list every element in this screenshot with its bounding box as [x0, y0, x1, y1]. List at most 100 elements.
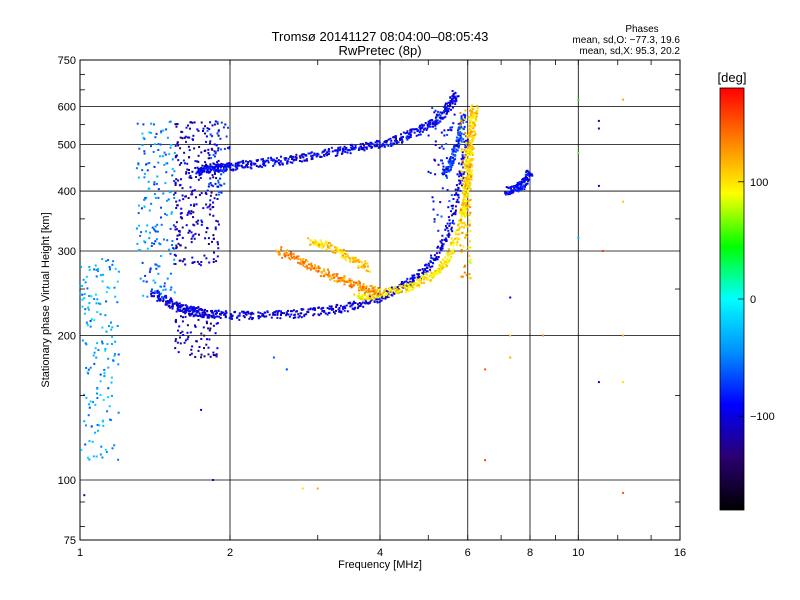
- echo-point: [203, 334, 206, 337]
- echo-point: [303, 159, 306, 162]
- echo-point: [358, 148, 361, 151]
- echo-point: [461, 154, 464, 157]
- echo-point: [276, 313, 279, 316]
- echo-point: [399, 137, 402, 140]
- echo-point: [386, 292, 389, 295]
- echo-point: [187, 145, 190, 148]
- echo-point: [364, 297, 367, 300]
- echo-point: [174, 347, 177, 350]
- echo-point: [193, 307, 196, 310]
- echo-point: [92, 401, 94, 404]
- echo-point: [317, 153, 320, 156]
- echo-point: [398, 284, 401, 287]
- echo-point: [469, 182, 472, 185]
- echo-point: [272, 356, 275, 359]
- echo-point: [195, 340, 198, 343]
- echo-point: [467, 177, 470, 180]
- echo-point: [462, 113, 465, 116]
- echo-point: [202, 130, 204, 132]
- echo-point: [206, 206, 209, 209]
- echo-point: [464, 143, 467, 146]
- echo-point: [460, 178, 463, 181]
- echo-point: [96, 424, 99, 426]
- echo-point: [460, 175, 463, 177]
- echo-point: [350, 146, 353, 149]
- echo-point: [452, 92, 455, 95]
- echo-point: [409, 285, 412, 288]
- echo-point: [163, 285, 166, 288]
- echo-point: [453, 222, 456, 225]
- echo-point: [463, 140, 466, 143]
- echo-point: [268, 313, 271, 316]
- echo-point: [452, 148, 455, 151]
- echo-point: [285, 313, 288, 315]
- echo-point: [211, 240, 213, 243]
- echo-point: [447, 232, 450, 235]
- echo-point: [465, 177, 467, 180]
- echo-point: [304, 265, 307, 268]
- echo-point: [99, 380, 102, 383]
- echo-point: [423, 128, 425, 131]
- echo-point: [422, 270, 425, 272]
- echo-point: [335, 309, 337, 312]
- echo-point: [143, 152, 146, 155]
- echo-point: [319, 155, 322, 158]
- echo-point: [186, 331, 189, 334]
- echo-point: [85, 366, 88, 369]
- echo-point: [298, 155, 301, 158]
- echo-point: [460, 136, 463, 139]
- echo-point: [446, 102, 449, 105]
- echo-point: [357, 265, 360, 267]
- echo-point: [190, 348, 193, 351]
- echo-point: [191, 193, 194, 196]
- echo-point: [218, 170, 221, 172]
- echo-point: [162, 129, 165, 132]
- echo-point: [413, 274, 416, 277]
- data-points: [79, 90, 625, 497]
- echo-point: [137, 163, 140, 166]
- echo-point: [300, 316, 303, 319]
- echo-point: [459, 124, 462, 127]
- echo-point: [430, 272, 433, 275]
- echo-point: [420, 123, 423, 126]
- echo-point: [158, 298, 160, 301]
- echo-point: [398, 290, 401, 293]
- echo-point: [213, 171, 216, 174]
- echo-point: [393, 135, 396, 138]
- echo-point: [457, 186, 460, 189]
- echo-point: [199, 170, 202, 172]
- echo-point: [461, 275, 464, 278]
- echo-point: [362, 146, 365, 149]
- echo-point: [210, 184, 213, 187]
- echo-point: [205, 135, 208, 138]
- echo-point: [145, 280, 148, 283]
- echo-point: [171, 244, 173, 247]
- echo-point: [250, 162, 253, 165]
- echo-point: [380, 145, 383, 148]
- echo-point: [197, 129, 200, 132]
- echo-point: [330, 307, 333, 310]
- echo-point: [405, 280, 408, 283]
- echo-point: [217, 163, 220, 166]
- echo-point: [440, 265, 443, 268]
- echo-point: [433, 254, 436, 257]
- echo-point: [458, 175, 461, 178]
- echo-point: [331, 244, 334, 247]
- echo-point: [206, 322, 208, 325]
- echo-point: [196, 222, 199, 225]
- echo-point: [453, 145, 456, 148]
- echo-point: [251, 317, 254, 319]
- echo-point: [444, 168, 446, 171]
- echo-point: [227, 165, 230, 168]
- echo-point: [152, 123, 155, 126]
- echo-point: [445, 143, 448, 145]
- echo-point: [402, 131, 405, 134]
- colorbar-tick-label: −100: [750, 411, 775, 423]
- echo-point: [414, 128, 417, 131]
- echo-point: [208, 213, 211, 216]
- echo-point: [464, 160, 467, 163]
- echo-point: [215, 144, 218, 147]
- echo-point: [377, 140, 380, 143]
- echo-point: [169, 297, 172, 300]
- echo-point: [400, 138, 403, 140]
